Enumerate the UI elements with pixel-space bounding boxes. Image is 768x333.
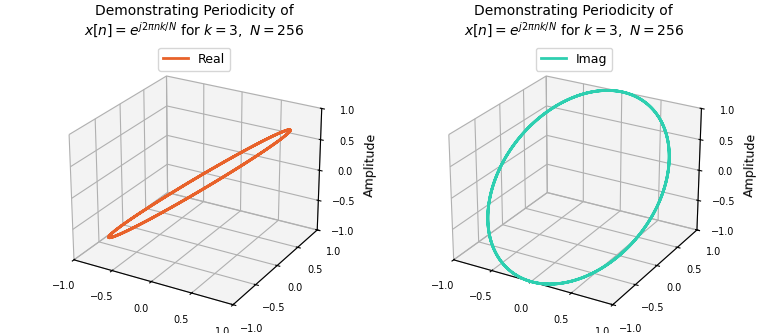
Legend: Real: Real [158,48,230,71]
Title: Demonstrating Periodicity of
$x[n] = e^{j2\pi nk/N}$ for $k = 3,\ N = 256$: Demonstrating Periodicity of $x[n] = e^{… [84,4,304,40]
Legend: Imag: Imag [535,48,612,71]
Title: Demonstrating Periodicity of
$x[n] = e^{j2\pi nk/N}$ for $k = 3,\ N = 256$: Demonstrating Periodicity of $x[n] = e^{… [464,4,684,40]
